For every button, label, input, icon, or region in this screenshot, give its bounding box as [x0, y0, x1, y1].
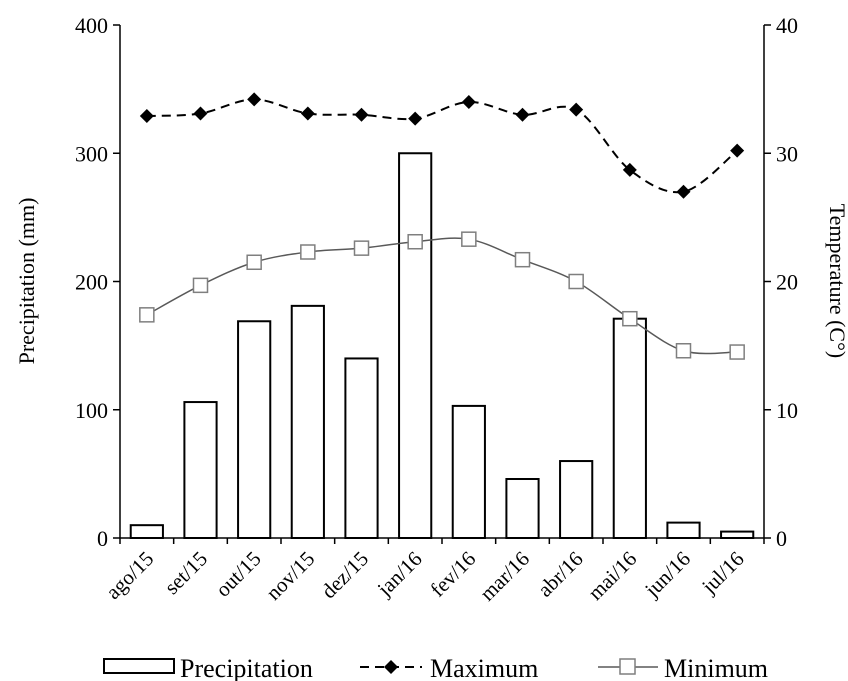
- maximum-point: [193, 106, 208, 121]
- precipitation-bar: [612, 317, 647, 539]
- precipitation-bar: [666, 521, 701, 539]
- legend-minimum-label: Minimum: [664, 654, 768, 681]
- maximum-point: [354, 107, 369, 122]
- minimum-point: [675, 343, 692, 359]
- precipitation-bars: [129, 152, 755, 540]
- legend-precipitation-label: Precipitation: [180, 654, 313, 681]
- minimum-point: [192, 277, 209, 294]
- minimum-point: [622, 310, 638, 327]
- maximum-line: [146, 98, 738, 194]
- precipitation-bar: [290, 304, 325, 539]
- minimum-point: [568, 273, 584, 290]
- legend-maximum-label: Maximum: [430, 654, 538, 681]
- y2-axis-title: Temperature (C°): [825, 204, 848, 358]
- maximum-point: [676, 184, 691, 199]
- x-tick-label: mai/16: [583, 547, 641, 605]
- y-tick-label: 200: [75, 270, 108, 295]
- x-tick-label: nov/15: [261, 547, 319, 605]
- y2-tick-label: 30: [776, 141, 798, 166]
- legend: Precipitation Maximum Minimum: [103, 654, 768, 681]
- minimum-point: [514, 251, 531, 268]
- minimum-point: [139, 307, 155, 323]
- minimum-series: [139, 231, 745, 360]
- y2-tick-label: 0: [776, 526, 787, 551]
- maximum-point: [139, 109, 154, 124]
- maximum-point: [247, 92, 262, 107]
- x-tick-label: mar/16: [475, 547, 534, 606]
- precipitation-bar: [398, 152, 433, 539]
- y-axis-title: Precipitation (mm): [14, 198, 39, 365]
- x-tick-label: out/15: [211, 547, 266, 602]
- minimum-point: [407, 233, 423, 250]
- y-tick-label: 100: [75, 398, 108, 423]
- minimum-line: [146, 237, 738, 355]
- y-tick-label: 400: [75, 13, 108, 38]
- precipitation-bar: [559, 460, 594, 539]
- x-tick-label: set/15: [160, 547, 212, 599]
- precipitation-bar: [129, 524, 164, 539]
- legend-minimum-marker: [619, 658, 636, 675]
- precipitation-bar: [505, 478, 540, 540]
- y2-tick-label: 40: [776, 13, 798, 38]
- maximum-point: [730, 143, 745, 158]
- minimum-point: [461, 231, 477, 247]
- minimum-point: [353, 240, 370, 256]
- right-axis-ticks: 0 10 20 30 40: [764, 13, 798, 551]
- x-tick-label: jul/16: [696, 547, 748, 599]
- maximum-series: [139, 92, 745, 199]
- left-axis-ticks: 0 100 200 300 400: [75, 13, 120, 551]
- x-tick-label: ago/15: [101, 547, 158, 604]
- y-tick-label: 300: [75, 141, 108, 166]
- maximum-point: [461, 94, 476, 109]
- precipitation-bar: [183, 401, 218, 539]
- x-tick-label: fev/16: [425, 547, 480, 602]
- maximum-point: [408, 111, 423, 126]
- maximum-point: [300, 106, 315, 121]
- x-tick-label: abr/16: [533, 547, 588, 602]
- x-tick-label: jan/16: [372, 547, 427, 602]
- x-tick-label: dez/15: [316, 547, 373, 604]
- precipitation-bar: [720, 530, 755, 540]
- legend-precipitation-swatch: [103, 658, 175, 674]
- y2-tick-label: 20: [776, 270, 798, 295]
- precipitation-bar: [237, 320, 272, 539]
- minimum-point: [246, 254, 262, 271]
- precipitation-bar: [344, 357, 379, 540]
- x-tick-label: jun/16: [639, 547, 695, 603]
- y2-tick-label: 10: [776, 398, 798, 423]
- maximum-point: [515, 107, 530, 122]
- legend-maximum-marker: [384, 660, 398, 674]
- maximum-point: [569, 102, 584, 117]
- y-tick-label: 0: [97, 526, 108, 551]
- precipitation-bar: [451, 404, 486, 539]
- maximum-point: [622, 162, 637, 177]
- minimum-point: [729, 344, 745, 360]
- minimum-point: [300, 244, 316, 260]
